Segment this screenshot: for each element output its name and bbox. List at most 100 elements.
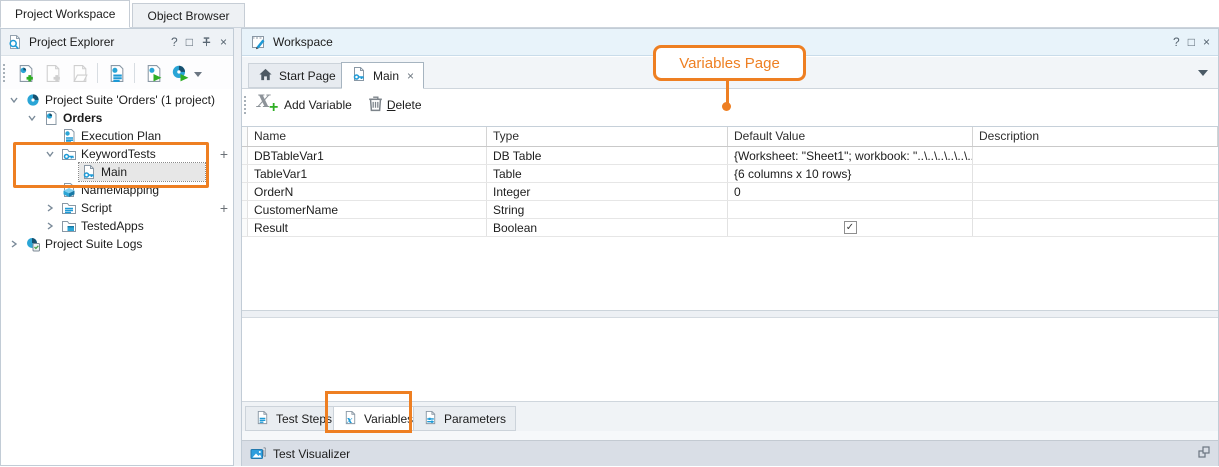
tab-object-browser[interactable]: Object Browser (132, 3, 245, 27)
cell-name[interactable]: DBTableVar1 (248, 147, 487, 164)
chevron-right-icon[interactable] (7, 239, 21, 249)
help-icon[interactable]: ? (1173, 35, 1180, 49)
table-row[interactable]: DBTableVar1 DB Table {Worksheet: "Sheet1… (242, 147, 1218, 165)
add-script-button[interactable]: + (219, 200, 228, 216)
expand-panel-icon[interactable] (1198, 446, 1210, 461)
toolbar-grip[interactable] (3, 64, 7, 82)
run-options-dropdown-icon[interactable] (194, 66, 202, 80)
add-variable-icon: X + (256, 92, 282, 116)
column-header-type[interactable]: Type (487, 127, 728, 146)
cell-default-value[interactable]: ✓ (728, 219, 973, 236)
cell-type[interactable]: Table (487, 165, 728, 182)
tab-label: Start Page (279, 68, 336, 83)
tree-item-execution-plan[interactable]: Execution Plan (1, 127, 233, 145)
close-icon[interactable]: × (219, 35, 227, 49)
tree-item-orders-project[interactable]: Orders (1, 109, 233, 127)
cell-name[interactable]: TableVar1 (248, 165, 487, 182)
cell-name[interactable]: CustomerName (248, 201, 487, 218)
cell-default-value[interactable]: {Worksheet: "Sheet1"; workbook: "..\..\.… (728, 147, 973, 164)
column-header-description[interactable]: Description (973, 127, 1218, 146)
tab-parameters[interactable]: Parameters (413, 406, 517, 431)
column-header-name[interactable]: Name (248, 127, 487, 146)
cell-type[interactable]: String (487, 201, 728, 218)
tree-item-namemapping[interactable]: NameMapping (1, 181, 233, 199)
cell-type[interactable]: Boolean (487, 219, 728, 236)
cell-description[interactable] (973, 165, 1218, 182)
result-checkbox[interactable]: ✓ (843, 221, 857, 234)
add-variable-label: Add Variable (284, 98, 352, 112)
panel-divider[interactable] (234, 28, 241, 466)
cell-default-value[interactable] (728, 201, 973, 218)
cell-type[interactable]: DB Table (487, 147, 728, 164)
float-icon[interactable]: □ (1187, 35, 1195, 49)
tree-item-project-suite-logs[interactable]: Project Suite Logs (1, 235, 233, 253)
table-row[interactable]: TableVar1 Table {6 columns x 10 rows} (242, 165, 1218, 183)
column-header-default-value[interactable]: Default Value (728, 127, 973, 146)
table-row[interactable]: Result Boolean ✓ (242, 219, 1218, 237)
toolbar-grip[interactable] (244, 96, 248, 114)
tab-label: Test Steps (276, 411, 333, 426)
variables-icon: x (343, 410, 358, 428)
add-keyword-test-button[interactable]: + (219, 146, 228, 162)
cell-name[interactable]: OrderN (248, 183, 487, 200)
tree-item-label: KeywordTests (81, 147, 156, 161)
cell-description[interactable] (973, 147, 1218, 164)
tree-item-label: TestedApps (81, 219, 144, 233)
project-explorer-header: Project Explorer ? □ × (1, 29, 233, 56)
help-icon[interactable]: ? (171, 35, 178, 49)
grid-header-row: Name Type Default Value Description (242, 127, 1218, 147)
row-indicator-column (242, 127, 248, 146)
keyword-tests-folder-icon (61, 146, 77, 162)
tree-item-script[interactable]: Script + (1, 199, 233, 217)
parameters-icon (423, 410, 438, 428)
selected-tree-item[interactable]: Main (78, 162, 206, 182)
cell-description[interactable] (973, 183, 1218, 200)
table-row[interactable]: OrderN Integer 0 (242, 183, 1218, 201)
chevron-right-icon[interactable] (43, 203, 57, 213)
cell-description[interactable] (973, 219, 1218, 236)
pin-icon[interactable] (201, 36, 212, 49)
close-icon[interactable]: × (1202, 35, 1210, 49)
tab-project-workspace[interactable]: Project Workspace (0, 0, 131, 28)
chevron-down-icon[interactable] (43, 149, 57, 159)
run-project-suite-button[interactable] (169, 61, 191, 85)
tree-item-keywordtests[interactable]: KeywordTests + (1, 145, 233, 163)
cell-type[interactable]: Integer (487, 183, 728, 200)
test-visualizer-bar[interactable]: Test Visualizer (242, 440, 1218, 466)
tab-test-steps[interactable]: Test Steps (245, 406, 343, 431)
tree-item-label: Main (101, 165, 128, 179)
run-project-button[interactable] (142, 61, 164, 85)
script-folder-icon (61, 200, 77, 216)
pane-splitter[interactable] (242, 310, 1218, 318)
tab-variables[interactable]: x Variables (333, 406, 424, 431)
tab-label: Variables (364, 411, 414, 426)
float-icon[interactable]: □ (185, 35, 193, 49)
chevron-down-icon[interactable] (25, 113, 39, 123)
cell-default-value[interactable]: 0 (728, 183, 973, 200)
tab-main[interactable]: Main × (341, 62, 425, 89)
tree-item-testedapps[interactable]: TestedApps (1, 217, 233, 235)
cell-description[interactable] (973, 201, 1218, 218)
tab-list-dropdown-icon[interactable] (1198, 65, 1208, 79)
tree-item-main-selected[interactable]: Main (1, 162, 233, 182)
add-new-item-button[interactable] (41, 61, 63, 85)
add-new-project-button[interactable] (14, 61, 36, 85)
trash-icon (366, 94, 385, 116)
svg-text:x: x (346, 415, 353, 425)
row-indicator (242, 219, 248, 236)
close-icon[interactable]: × (407, 68, 415, 83)
execution-plan-button[interactable] (105, 61, 127, 85)
table-row[interactable]: CustomerName String (242, 201, 1218, 219)
editor-bottom-tab-strip: Test Steps x Variables Parameters (242, 401, 1218, 431)
delete-button[interactable]: Delete (366, 94, 430, 116)
add-variable-button[interactable]: X + Add Variable (256, 92, 360, 116)
toolbar-separator (97, 63, 98, 83)
cell-name[interactable]: Result (248, 219, 487, 236)
chevron-down-icon[interactable] (7, 95, 21, 105)
cell-default-value[interactable]: {6 columns x 10 rows} (728, 165, 973, 182)
keyword-test-icon (351, 66, 367, 85)
project-suite-logs-icon (25, 236, 41, 252)
tree-item-project-suite[interactable]: Project Suite 'Orders' (1 project) (1, 91, 233, 109)
chevron-right-icon[interactable] (43, 221, 57, 231)
open-item-button[interactable] (68, 61, 90, 85)
